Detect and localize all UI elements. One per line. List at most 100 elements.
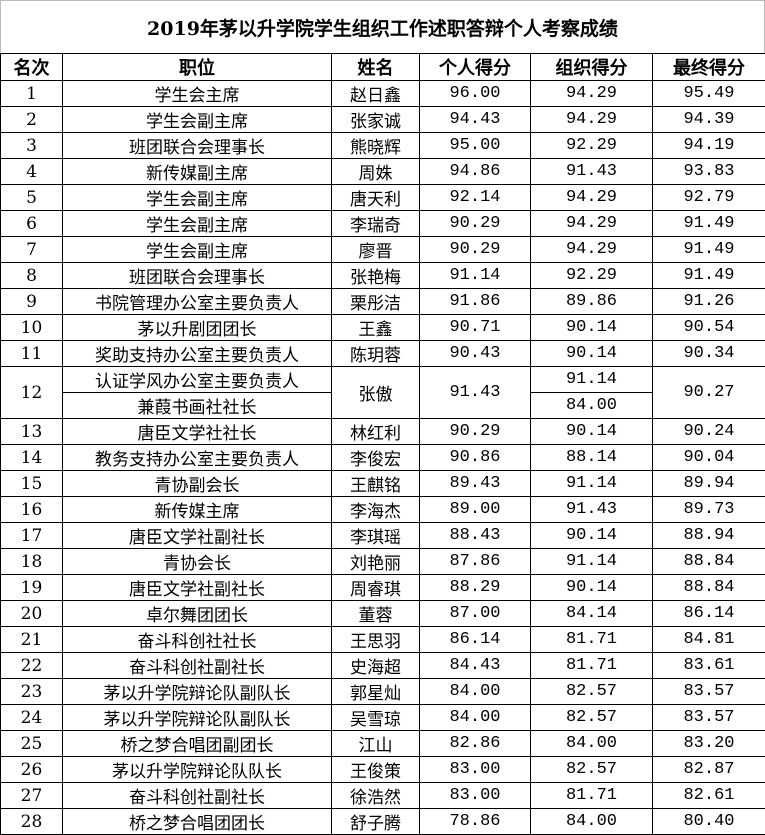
final-score-cell: 82.61: [653, 783, 765, 809]
position-cell: 兼葭书画社社长: [63, 393, 332, 419]
name-cell: 李瑞奇: [332, 211, 420, 237]
org-score-cell: 88.14: [531, 445, 653, 471]
position-cell: 青协会长: [63, 549, 332, 575]
final-score-cell: 83.61: [653, 653, 765, 679]
personal-score-cell: 87.86: [420, 549, 531, 575]
position-cell: 茅以升学院辩论队队长: [63, 757, 332, 783]
personal-score-cell: 91.14: [420, 263, 531, 289]
position-cell: 奋斗科创社副社长: [63, 653, 332, 679]
final-score-cell: 90.04: [653, 445, 765, 471]
final-score-cell: 86.14: [653, 601, 765, 627]
position-cell: 学生会副主席: [63, 237, 332, 263]
position-cell: 唐臣文学社社长: [63, 419, 332, 445]
org-score-cell: 90.14: [531, 419, 653, 445]
header-rank: 名次: [1, 54, 63, 81]
header-position: 职位: [63, 54, 332, 81]
name-cell: 唐天利: [332, 185, 420, 211]
personal-score-cell: 87.00: [420, 601, 531, 627]
org-score-cell: 94.29: [531, 81, 653, 107]
name-cell: 王思羽: [332, 627, 420, 653]
name-cell: 王麒铭: [332, 471, 420, 497]
name-cell: 赵日鑫: [332, 81, 420, 107]
org-score-cell: 82.57: [531, 757, 653, 783]
rank-cell: 5: [1, 185, 63, 211]
rank-cell: 6: [1, 211, 63, 237]
personal-score-cell: 96.00: [420, 81, 531, 107]
final-score-cell: 84.81: [653, 627, 765, 653]
org-score-cell: 84.14: [531, 601, 653, 627]
rank-cell: 25: [1, 731, 63, 757]
personal-score-cell: 84.43: [420, 653, 531, 679]
org-score-cell: 84.00: [531, 809, 653, 835]
final-score-cell: 88.84: [653, 575, 765, 601]
position-cell: 班团联合会理事长: [63, 263, 332, 289]
position-cell: 班团联合会理事长: [63, 133, 332, 159]
personal-score-cell: 91.43: [420, 367, 531, 419]
final-score-cell: 82.87: [653, 757, 765, 783]
org-score-cell: 81.71: [531, 653, 653, 679]
final-score-cell: 91.49: [653, 211, 765, 237]
personal-score-cell: 88.43: [420, 523, 531, 549]
org-score-cell: 94.29: [531, 211, 653, 237]
rank-cell: 18: [1, 549, 63, 575]
org-score-cell: 94.29: [531, 237, 653, 263]
final-score-cell: 91.49: [653, 237, 765, 263]
name-cell: 史海超: [332, 653, 420, 679]
final-score-cell: 95.49: [653, 81, 765, 107]
rank-cell: 1: [1, 81, 63, 107]
org-score-cell: 81.71: [531, 627, 653, 653]
name-cell: 江山: [332, 731, 420, 757]
position-cell: 青协副会长: [63, 471, 332, 497]
org-score-cell: 90.14: [531, 315, 653, 341]
position-cell: 新传媒主席: [63, 497, 332, 523]
rank-cell: 19: [1, 575, 63, 601]
name-cell: 徐浩然: [332, 783, 420, 809]
rank-cell: 3: [1, 133, 63, 159]
rank-cell: 22: [1, 653, 63, 679]
final-score-cell: 88.84: [653, 549, 765, 575]
position-cell: 教务支持办公室主要负责人: [63, 445, 332, 471]
name-cell: 郭星灿: [332, 679, 420, 705]
personal-score-cell: 90.43: [420, 341, 531, 367]
personal-score-cell: 89.00: [420, 497, 531, 523]
rank-cell: 26: [1, 757, 63, 783]
rank-cell: 28: [1, 809, 63, 835]
name-cell: 李海杰: [332, 497, 420, 523]
org-score-cell: 84.00: [531, 731, 653, 757]
personal-score-cell: 84.00: [420, 679, 531, 705]
position-cell: 认证学风办公室主要负责人: [63, 367, 332, 393]
personal-score-cell: 92.14: [420, 185, 531, 211]
name-cell: 李俊宏: [332, 445, 420, 471]
final-score-cell: 90.27: [653, 367, 765, 419]
position-cell: 桥之梦合唱团团长: [63, 809, 332, 835]
personal-score-cell: 88.29: [420, 575, 531, 601]
position-cell: 奋斗科创社社长: [63, 627, 332, 653]
final-score-cell: 90.34: [653, 341, 765, 367]
header-final-score: 最终得分: [653, 54, 765, 81]
org-score-cell: 92.29: [531, 133, 653, 159]
rank-cell: 9: [1, 289, 63, 315]
name-cell: 王鑫: [332, 315, 420, 341]
final-score-cell: 83.57: [653, 679, 765, 705]
rank-cell: 23: [1, 679, 63, 705]
name-cell: 周睿琪: [332, 575, 420, 601]
position-cell: 学生会副主席: [63, 211, 332, 237]
final-score-cell: 83.57: [653, 705, 765, 731]
rank-cell: 16: [1, 497, 63, 523]
personal-score-cell: 84.00: [420, 705, 531, 731]
rank-cell: 11: [1, 341, 63, 367]
personal-score-cell: 90.29: [420, 211, 531, 237]
name-cell: 张艳梅: [332, 263, 420, 289]
